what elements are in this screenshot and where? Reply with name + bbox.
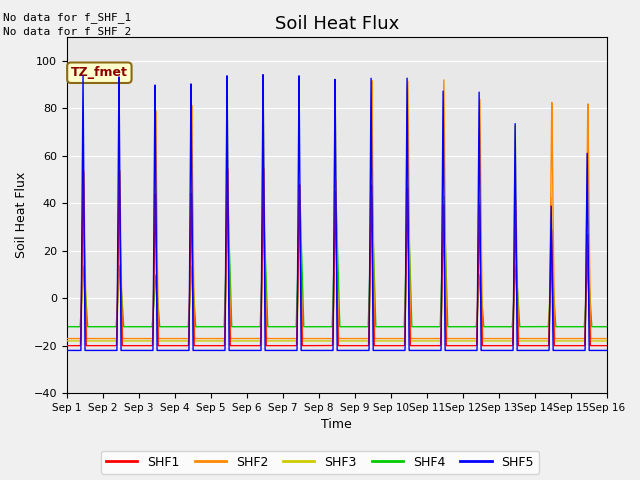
Legend: SHF1, SHF2, SHF3, SHF4, SHF5: SHF1, SHF2, SHF3, SHF4, SHF5 bbox=[101, 451, 539, 474]
SHF1 bbox=[63, 343, 70, 348]
SHF2 bbox=[63, 336, 70, 341]
SHF2 bbox=[160, 336, 168, 341]
SHF2 bbox=[602, 336, 610, 341]
SHF1 bbox=[317, 343, 324, 348]
SHF3 bbox=[489, 338, 497, 344]
SHF3 bbox=[259, 76, 267, 82]
Title: Soil Heat Flux: Soil Heat Flux bbox=[275, 15, 399, 33]
SHF4 bbox=[428, 324, 436, 330]
SHF3 bbox=[317, 338, 324, 344]
SHF2 bbox=[603, 336, 611, 341]
SHF1 bbox=[260, 166, 268, 172]
SHF1 bbox=[458, 343, 466, 348]
Line: SHF1: SHF1 bbox=[67, 169, 607, 346]
Line: SHF5: SHF5 bbox=[67, 75, 607, 350]
SHF4 bbox=[458, 324, 466, 330]
SHF3 bbox=[603, 338, 611, 344]
Y-axis label: Soil Heat Flux: Soil Heat Flux bbox=[15, 172, 28, 258]
Line: SHF4: SHF4 bbox=[67, 197, 607, 327]
Text: No data for f_SHF_1: No data for f_SHF_1 bbox=[3, 12, 131, 23]
SHF5 bbox=[603, 348, 611, 353]
SHF5 bbox=[160, 348, 168, 353]
SHF2 bbox=[428, 336, 436, 341]
SHF4 bbox=[440, 194, 448, 200]
SHF4 bbox=[489, 324, 497, 330]
SHF1 bbox=[603, 343, 611, 348]
SHF4 bbox=[603, 324, 611, 330]
SHF5 bbox=[458, 348, 466, 353]
SHF2 bbox=[458, 336, 466, 341]
SHF1 bbox=[428, 343, 436, 348]
SHF2 bbox=[440, 77, 448, 83]
SHF1 bbox=[489, 343, 497, 348]
Line: SHF2: SHF2 bbox=[67, 80, 607, 338]
SHF3 bbox=[160, 338, 168, 344]
SHF4 bbox=[63, 324, 70, 330]
SHF4 bbox=[160, 324, 168, 330]
SHF2 bbox=[489, 336, 497, 341]
SHF2 bbox=[317, 336, 324, 341]
SHF3 bbox=[458, 338, 466, 344]
SHF1 bbox=[160, 343, 168, 348]
SHF3 bbox=[63, 338, 70, 344]
Text: TZ_fmet: TZ_fmet bbox=[71, 66, 128, 79]
SHF1 bbox=[602, 343, 610, 348]
SHF5 bbox=[602, 348, 610, 353]
SHF5 bbox=[63, 348, 70, 353]
SHF4 bbox=[602, 324, 610, 330]
SHF5 bbox=[428, 348, 436, 353]
SHF5 bbox=[489, 348, 497, 353]
SHF3 bbox=[602, 338, 610, 344]
SHF3 bbox=[428, 338, 436, 344]
Text: No data for f_SHF_2: No data for f_SHF_2 bbox=[3, 26, 131, 37]
X-axis label: Time: Time bbox=[321, 419, 352, 432]
SHF5 bbox=[259, 72, 267, 78]
SHF4 bbox=[317, 324, 324, 330]
SHF5 bbox=[317, 348, 324, 353]
Line: SHF3: SHF3 bbox=[67, 79, 607, 341]
